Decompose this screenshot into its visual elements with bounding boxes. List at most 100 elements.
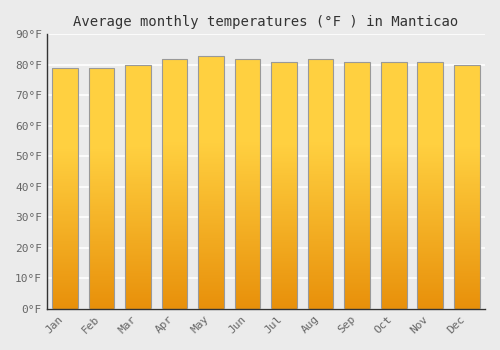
Bar xyxy=(235,220,260,221)
Bar xyxy=(235,260,260,261)
Bar xyxy=(272,65,297,67)
Bar xyxy=(235,66,260,68)
Bar xyxy=(162,255,188,256)
Bar xyxy=(344,264,370,266)
Bar xyxy=(381,296,406,298)
Bar xyxy=(198,135,224,137)
Bar xyxy=(126,258,151,259)
Bar xyxy=(235,119,260,120)
Bar xyxy=(454,234,479,236)
Bar xyxy=(126,189,151,190)
Bar xyxy=(344,105,370,106)
Bar xyxy=(344,189,370,190)
Bar xyxy=(308,219,334,220)
Bar xyxy=(162,298,188,299)
Bar xyxy=(381,93,406,94)
Bar xyxy=(418,170,443,172)
Bar xyxy=(126,188,151,189)
Bar xyxy=(52,292,78,293)
Bar xyxy=(198,144,224,146)
Bar xyxy=(418,72,443,73)
Bar xyxy=(344,96,370,98)
Bar xyxy=(162,164,188,165)
Bar xyxy=(126,147,151,148)
Bar xyxy=(235,74,260,75)
Bar xyxy=(344,299,370,300)
Bar xyxy=(235,224,260,225)
Bar xyxy=(381,79,406,80)
Bar xyxy=(52,241,78,243)
Bar xyxy=(198,109,224,110)
Bar xyxy=(454,280,479,281)
Bar xyxy=(454,210,479,211)
Bar xyxy=(235,229,260,230)
Bar xyxy=(235,246,260,247)
Bar xyxy=(52,308,78,309)
Bar xyxy=(162,184,188,185)
Bar xyxy=(381,203,406,204)
Bar xyxy=(344,302,370,304)
Bar xyxy=(418,248,443,250)
Bar xyxy=(308,302,334,304)
Bar xyxy=(89,197,114,198)
Bar xyxy=(89,199,114,200)
Bar xyxy=(162,190,188,191)
Bar xyxy=(89,234,114,235)
Bar xyxy=(198,267,224,268)
Bar xyxy=(272,238,297,240)
Bar xyxy=(162,249,188,250)
Bar xyxy=(198,268,224,270)
Bar xyxy=(272,217,297,219)
Bar xyxy=(308,221,334,223)
Bar xyxy=(52,86,78,87)
Bar xyxy=(52,243,78,244)
Bar xyxy=(126,277,151,278)
Bar xyxy=(272,216,297,217)
Bar xyxy=(89,252,114,253)
Bar xyxy=(162,217,188,219)
Bar xyxy=(308,294,334,295)
Bar xyxy=(198,280,224,281)
Bar xyxy=(235,236,260,238)
Bar xyxy=(89,152,114,153)
Bar xyxy=(418,302,443,304)
Bar xyxy=(381,172,406,173)
Bar xyxy=(235,89,260,90)
Bar xyxy=(198,266,224,267)
Bar xyxy=(272,73,297,74)
Bar xyxy=(381,209,406,210)
Bar xyxy=(308,247,334,249)
Bar xyxy=(89,99,114,100)
Bar xyxy=(89,282,114,284)
Bar xyxy=(308,174,334,175)
Bar xyxy=(235,302,260,304)
Bar xyxy=(235,301,260,302)
Bar xyxy=(235,134,260,135)
Bar xyxy=(52,111,78,112)
Bar xyxy=(454,304,479,305)
Bar xyxy=(235,211,260,212)
Bar xyxy=(272,273,297,274)
Bar xyxy=(52,288,78,289)
Bar xyxy=(344,185,370,187)
Bar xyxy=(308,80,334,81)
Bar xyxy=(454,109,479,110)
Bar xyxy=(272,62,297,63)
Bar xyxy=(198,146,224,147)
Bar xyxy=(198,111,224,113)
Bar xyxy=(235,83,260,84)
Bar xyxy=(235,285,260,286)
Bar xyxy=(308,65,334,66)
Bar xyxy=(272,220,297,221)
Bar xyxy=(126,162,151,163)
Bar xyxy=(89,224,114,226)
Bar xyxy=(162,295,188,296)
Bar xyxy=(89,140,114,141)
Bar xyxy=(418,199,443,200)
Bar xyxy=(198,178,224,180)
Bar xyxy=(126,167,151,168)
Bar xyxy=(454,245,479,246)
Bar xyxy=(344,80,370,82)
Bar xyxy=(272,242,297,243)
Bar xyxy=(235,161,260,162)
